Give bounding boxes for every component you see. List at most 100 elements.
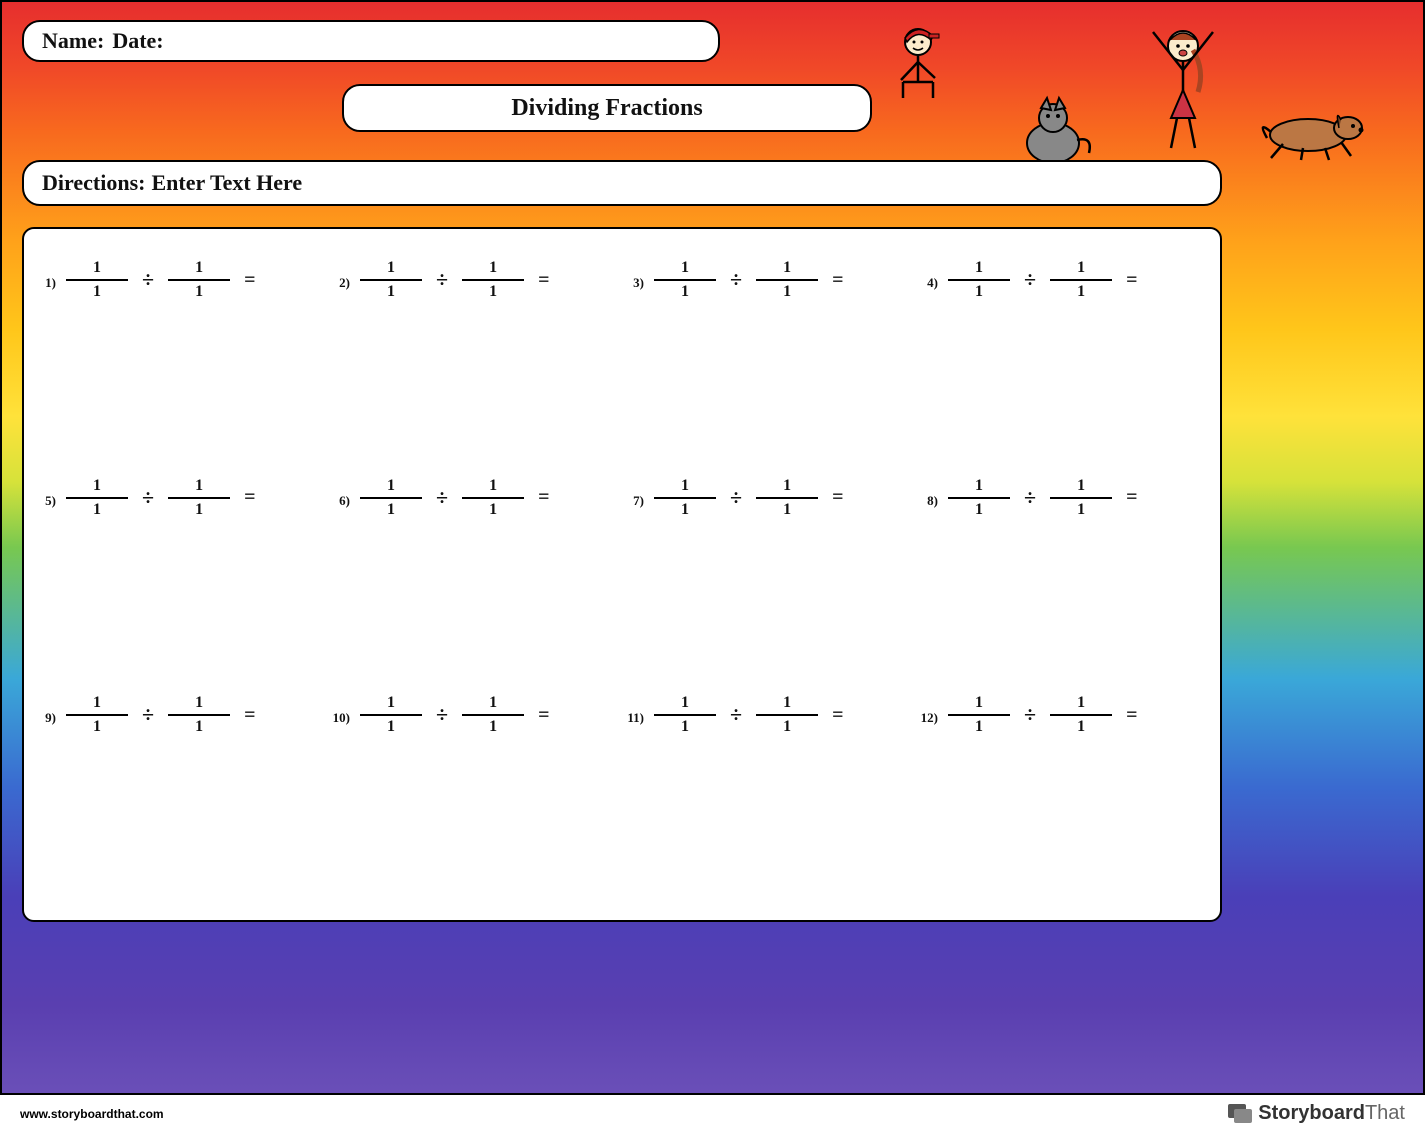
denominator: 1 bbox=[783, 499, 791, 521]
problem-number: 6) bbox=[328, 493, 350, 509]
numerator: 1 bbox=[1077, 257, 1085, 279]
equals-sign: = bbox=[244, 269, 255, 292]
denominator: 1 bbox=[975, 716, 983, 738]
fraction-a: 11 bbox=[948, 692, 1010, 738]
divide-operator: ÷ bbox=[436, 702, 448, 728]
denominator: 1 bbox=[1077, 499, 1085, 521]
numerator: 1 bbox=[681, 475, 689, 497]
numerator: 1 bbox=[489, 692, 497, 714]
problem-cell[interactable]: 3)11÷11= bbox=[622, 257, 916, 475]
cat-icon bbox=[1027, 98, 1090, 163]
fraction-a: 11 bbox=[948, 257, 1010, 303]
equals-sign: = bbox=[1126, 486, 1137, 509]
fraction-b: 11 bbox=[168, 257, 230, 303]
denominator: 1 bbox=[93, 716, 101, 738]
divide-operator: ÷ bbox=[730, 485, 742, 511]
equals-sign: = bbox=[1126, 704, 1137, 727]
fraction-a: 11 bbox=[66, 257, 128, 303]
problem-cell[interactable]: 5)11÷11= bbox=[34, 475, 328, 693]
fraction-a: 11 bbox=[66, 692, 128, 738]
equation: 11÷11= bbox=[360, 475, 549, 521]
numerator: 1 bbox=[387, 475, 395, 497]
worksheet-canvas: Name: Date: Dividing Fractions bbox=[0, 0, 1425, 1095]
equation: 11÷11= bbox=[654, 257, 843, 303]
numerator: 1 bbox=[783, 257, 791, 279]
numerator: 1 bbox=[975, 257, 983, 279]
problem-cell[interactable]: 8)11÷11= bbox=[916, 475, 1210, 693]
storyboard-logo-icon bbox=[1228, 1104, 1252, 1124]
fraction-a: 11 bbox=[654, 692, 716, 738]
directions-label: Directions: bbox=[42, 170, 145, 196]
name-label: Name: bbox=[42, 28, 104, 54]
divide-operator: ÷ bbox=[142, 485, 154, 511]
problem-number: 8) bbox=[916, 493, 938, 509]
divide-operator: ÷ bbox=[436, 267, 448, 293]
fraction-b: 11 bbox=[168, 692, 230, 738]
numerator: 1 bbox=[783, 475, 791, 497]
fraction-a: 11 bbox=[654, 257, 716, 303]
character-art bbox=[843, 20, 1403, 170]
denominator: 1 bbox=[681, 281, 689, 303]
denominator: 1 bbox=[387, 716, 395, 738]
problem-number: 12) bbox=[916, 710, 938, 726]
numerator: 1 bbox=[195, 257, 203, 279]
problem-cell[interactable]: 6)11÷11= bbox=[328, 475, 622, 693]
problem-cell[interactable]: 11)11÷11= bbox=[622, 692, 916, 910]
title-box[interactable]: Dividing Fractions bbox=[342, 84, 872, 132]
denominator: 1 bbox=[1077, 281, 1085, 303]
equals-sign: = bbox=[244, 486, 255, 509]
problem-cell[interactable]: 2)11÷11= bbox=[328, 257, 622, 475]
denominator: 1 bbox=[1077, 716, 1085, 738]
denominator: 1 bbox=[975, 499, 983, 521]
fraction-a: 11 bbox=[948, 475, 1010, 521]
problem-cell[interactable]: 9)11÷11= bbox=[34, 692, 328, 910]
numerator: 1 bbox=[1077, 475, 1085, 497]
problem-number: 5) bbox=[34, 493, 56, 509]
fraction-a: 11 bbox=[654, 475, 716, 521]
fraction-a: 11 bbox=[360, 692, 422, 738]
numerator: 1 bbox=[489, 257, 497, 279]
denominator: 1 bbox=[489, 281, 497, 303]
fraction-b: 11 bbox=[756, 692, 818, 738]
problems-grid: 1)11÷11=2)11÷11=3)11÷11=4)11÷11=5)11÷11=… bbox=[22, 227, 1222, 922]
numerator: 1 bbox=[387, 257, 395, 279]
name-date-box[interactable]: Name: Date: bbox=[22, 20, 720, 62]
dog-icon bbox=[1263, 116, 1364, 161]
equals-sign: = bbox=[832, 704, 843, 727]
denominator: 1 bbox=[783, 281, 791, 303]
denominator: 1 bbox=[93, 499, 101, 521]
numerator: 1 bbox=[93, 257, 101, 279]
numerator: 1 bbox=[783, 692, 791, 714]
fraction-a: 11 bbox=[360, 257, 422, 303]
directions-box[interactable]: Directions: Enter Text Here bbox=[22, 160, 1222, 206]
numerator: 1 bbox=[975, 475, 983, 497]
numerator: 1 bbox=[93, 692, 101, 714]
equation: 11÷11= bbox=[66, 692, 255, 738]
problem-number: 7) bbox=[622, 493, 644, 509]
fraction-b: 11 bbox=[462, 257, 524, 303]
numerator: 1 bbox=[975, 692, 983, 714]
problem-cell[interactable]: 12)11÷11= bbox=[916, 692, 1210, 910]
divide-operator: ÷ bbox=[730, 702, 742, 728]
divide-operator: ÷ bbox=[436, 485, 448, 511]
denominator: 1 bbox=[489, 499, 497, 521]
problem-cell[interactable]: 10)11÷11= bbox=[328, 692, 622, 910]
numerator: 1 bbox=[1077, 692, 1085, 714]
brand-text-b: That bbox=[1365, 1102, 1405, 1125]
problem-cell[interactable]: 7)11÷11= bbox=[622, 475, 916, 693]
problem-cell[interactable]: 1)11÷11= bbox=[34, 257, 328, 475]
problem-cell[interactable]: 4)11÷11= bbox=[916, 257, 1210, 475]
problem-number: 1) bbox=[34, 275, 56, 291]
fraction-b: 11 bbox=[756, 257, 818, 303]
fraction-b: 11 bbox=[462, 692, 524, 738]
problem-number: 4) bbox=[916, 275, 938, 291]
footer-url: www.storyboardthat.com bbox=[20, 1107, 164, 1121]
denominator: 1 bbox=[489, 716, 497, 738]
denominator: 1 bbox=[975, 281, 983, 303]
problem-number: 2) bbox=[328, 275, 350, 291]
equation: 11÷11= bbox=[66, 257, 255, 303]
fraction-b: 11 bbox=[168, 475, 230, 521]
equals-sign: = bbox=[832, 486, 843, 509]
problem-number: 10) bbox=[328, 710, 350, 726]
divide-operator: ÷ bbox=[1024, 267, 1036, 293]
